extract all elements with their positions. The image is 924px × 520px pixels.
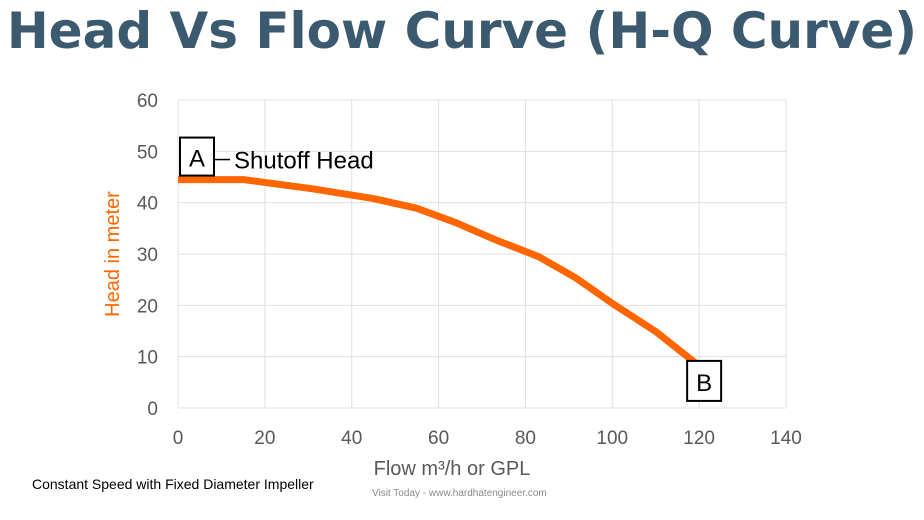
x-tick-label: 20 xyxy=(254,428,275,449)
y-tick-label: 30 xyxy=(137,245,158,266)
y-tick-label: 50 xyxy=(137,142,158,163)
chart-title: Head Vs Flow Curve (H-Q Curve) xyxy=(6,2,918,60)
y-tick-label: 10 xyxy=(137,348,158,369)
shutoff-head-label: Shutoff Head xyxy=(234,148,374,175)
x-tick-label: 60 xyxy=(428,428,449,449)
head-flow-curve xyxy=(178,176,702,369)
point-b-label: B xyxy=(696,370,712,397)
credit-text: Visit Today - www.hardhatengineer.com xyxy=(372,488,547,499)
x-tick-label: 140 xyxy=(770,428,802,449)
y-tick-label: 60 xyxy=(137,91,158,112)
x-axis-label: Flow m³/h or GPL xyxy=(374,458,531,480)
y-tick-label: 20 xyxy=(137,296,158,317)
y-tick-label: 40 xyxy=(137,194,158,215)
x-tick-label: 0 xyxy=(173,428,184,449)
point-a-box xyxy=(179,136,215,177)
x-tick-label: 120 xyxy=(683,428,715,449)
x-tick-label: 80 xyxy=(515,428,536,449)
point-b-box xyxy=(686,359,723,402)
footnote: Constant Speed with Fixed Diameter Impel… xyxy=(32,476,314,492)
y-tick-label: 0 xyxy=(147,399,158,420)
x-tick-label: 100 xyxy=(596,428,628,449)
point-a-label: A xyxy=(189,146,205,173)
y-axis-label: Head in meter xyxy=(102,191,124,317)
x-tick-label: 40 xyxy=(341,428,362,449)
